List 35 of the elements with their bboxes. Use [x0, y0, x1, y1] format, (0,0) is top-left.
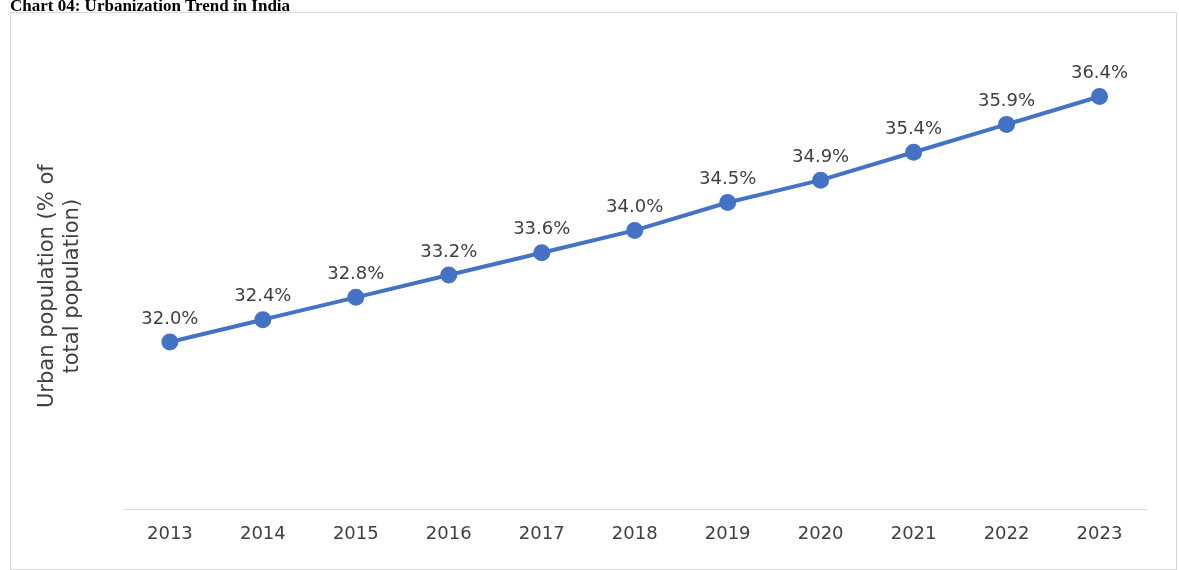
x-tick-label: 2020 [797, 521, 844, 543]
data-label: 36.4% [1070, 61, 1129, 83]
point [998, 115, 1016, 133]
data-label: 35.9% [977, 89, 1036, 111]
x-tick-label: 2015 [332, 521, 379, 543]
point [626, 221, 644, 239]
x-tick-label: 2023 [1076, 521, 1123, 543]
x-tick-label: 2021 [890, 521, 937, 543]
data-label: 34.9% [792, 144, 850, 166]
point [440, 266, 458, 284]
point [161, 333, 179, 351]
chart-title: Chart 04: Urbanization Trend in India [10, 0, 291, 16]
point [347, 288, 365, 306]
point [254, 311, 272, 329]
x-tick-label: 2013 [146, 521, 193, 543]
x-tick-label: 2022 [983, 521, 1030, 543]
point [719, 194, 737, 211]
data-label: 32.8% [327, 262, 385, 284]
point [533, 244, 551, 262]
y-axis-title: Urban population (% of total population) [34, 163, 84, 409]
data-label: 34.0% [606, 195, 664, 217]
data-label: 33.6% [513, 217, 571, 239]
point [812, 171, 830, 189]
data-label: 34.5% [699, 167, 757, 189]
x-tick-label: 2018 [611, 521, 658, 543]
data-label: 32.4% [234, 284, 292, 306]
x-tick-label: 2017 [518, 521, 565, 543]
data-label: 35.4% [885, 116, 943, 138]
data-label: 33.2% [420, 239, 478, 261]
x-tick-label: 2019 [704, 521, 751, 543]
point [1091, 87, 1109, 105]
x-tick-label: 2016 [425, 521, 472, 543]
x-tick-label: 2014 [239, 521, 286, 543]
point [905, 143, 923, 161]
data-label: 32.0% [141, 306, 199, 328]
